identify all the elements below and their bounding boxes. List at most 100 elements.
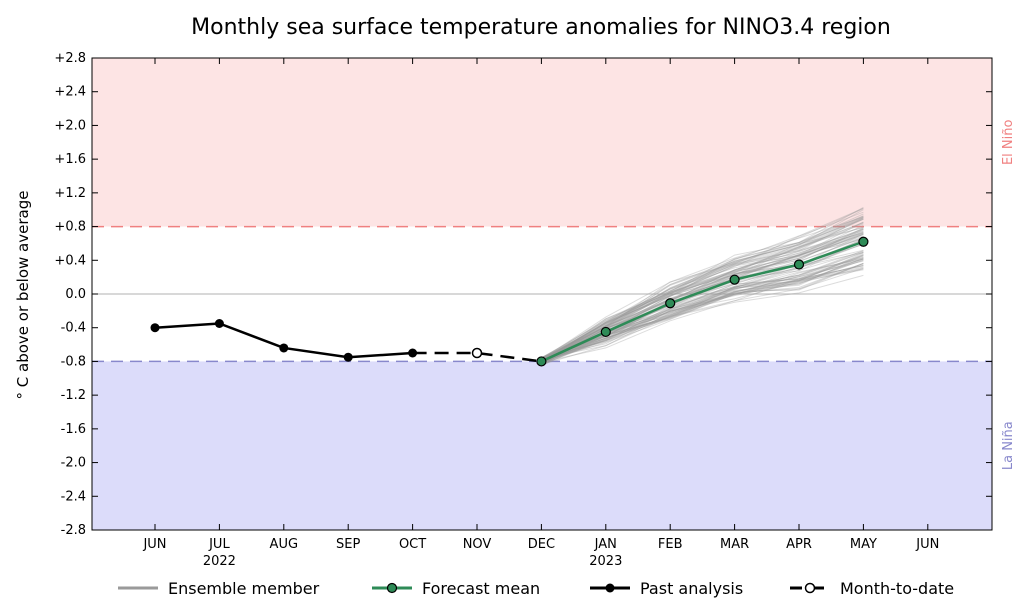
ensemble-line — [541, 267, 864, 363]
x-tick-label: JUN — [915, 537, 939, 552]
ensemble-line — [541, 227, 864, 361]
legend-label: Past analysis — [640, 579, 743, 598]
legend-marker-mtd — [804, 582, 816, 594]
ensemble-line — [541, 268, 864, 359]
y-tick-label: -2.8 — [61, 523, 86, 538]
forecast-mean-point — [729, 274, 740, 285]
month-to-date-point — [471, 347, 483, 359]
ensemble-line — [541, 263, 864, 366]
ensemble-line — [541, 207, 864, 363]
ensemble-line — [541, 233, 864, 364]
ensemble-line — [541, 255, 864, 360]
ensemble-line — [541, 230, 864, 359]
past-analysis-point — [408, 348, 418, 358]
ensemble-line — [541, 243, 864, 361]
ensemble-line — [541, 264, 864, 364]
ensemble-line — [541, 234, 864, 361]
ensemble-line — [541, 208, 864, 359]
ensemble-line — [541, 250, 864, 363]
ensemble-line — [541, 218, 864, 364]
ensemble-line — [541, 260, 864, 359]
legend-label: Ensemble member — [168, 579, 320, 598]
x-tick-label: JUL — [208, 537, 230, 552]
ensemble-line — [541, 254, 864, 361]
ensemble-line — [541, 227, 864, 363]
ensemble-line — [541, 209, 864, 362]
ensemble-line — [541, 231, 864, 360]
ensemble-line — [541, 211, 864, 361]
ensemble-line — [541, 262, 864, 359]
y-tick-label: +2.8 — [54, 51, 86, 66]
y-tick-label: -0.4 — [61, 321, 86, 336]
ensemble-line — [541, 218, 864, 359]
ensemble-line — [541, 217, 864, 359]
y-tick-label: -0.8 — [61, 354, 86, 369]
forecast-mean-point — [665, 298, 676, 309]
ensemble-line — [541, 265, 864, 358]
ensemble-line — [541, 215, 864, 360]
x-tick-label: OCT — [399, 537, 426, 552]
legend-item: Ensemble member — [118, 579, 320, 598]
ensemble-line — [541, 252, 864, 363]
ensemble-line — [541, 251, 864, 363]
plot-frame — [91, 57, 993, 531]
ensemble-line — [541, 217, 864, 366]
ensemble-line — [541, 251, 864, 364]
legend-item: Month-to-date — [790, 579, 954, 598]
past-analysis-point — [150, 323, 160, 333]
ensemble-line — [541, 258, 864, 359]
x-tick-label: FEB — [658, 537, 683, 552]
ensemble-line — [541, 207, 864, 363]
ensemble-line — [541, 256, 864, 361]
x-tick-label: APR — [786, 537, 812, 552]
ensemble-line — [541, 218, 864, 359]
y-tick-label: +0.4 — [54, 253, 86, 268]
x-tick-label: SEP — [336, 537, 360, 552]
y-axis-label: ° C above or below average — [14, 191, 32, 400]
ensemble-line — [541, 221, 864, 361]
y-tick-label: +0.8 — [54, 220, 86, 235]
ensemble-line — [541, 236, 864, 366]
forecast-mean-point — [793, 259, 805, 270]
ensemble-line — [541, 257, 864, 359]
ensemble-line — [541, 262, 864, 364]
ensemble-line — [541, 230, 864, 360]
el-nino-label: El Niño — [1001, 120, 1016, 166]
x-tick-label: MAY — [850, 537, 877, 552]
ensemble-line — [541, 252, 864, 359]
ensemble-line — [541, 274, 864, 363]
ensemble-line — [541, 269, 864, 363]
legend-item: Forecast mean — [372, 579, 540, 598]
y-tick-label: -1.2 — [61, 388, 86, 403]
ensemble-line — [541, 216, 864, 361]
x-tick-label: DEC — [528, 537, 555, 552]
y-tick-label: +1.2 — [54, 186, 86, 201]
ensemble-line — [541, 226, 864, 362]
ensemble-line — [541, 262, 864, 363]
y-tick-label: -2.0 — [61, 456, 86, 471]
y-tick-label: +2.4 — [54, 85, 86, 100]
past-analysis-point — [343, 352, 353, 362]
ensemble-line — [541, 228, 864, 366]
ensemble-line — [541, 259, 864, 364]
legend-label: Forecast mean — [422, 579, 540, 598]
ensemble-line — [541, 259, 864, 365]
past-analysis-point — [279, 343, 289, 353]
legend-marker-forecast — [386, 582, 398, 594]
year-label: 2022 — [203, 554, 236, 569]
ensemble-line — [541, 223, 864, 365]
y-tick-label: 0.0 — [65, 287, 86, 302]
past-analysis-point — [214, 319, 224, 328]
legend-label: Month-to-date — [840, 579, 954, 598]
el-nino-band — [92, 58, 992, 227]
ensemble-line — [541, 233, 864, 360]
ensemble-line — [541, 217, 864, 362]
ensemble-line — [541, 232, 864, 364]
ensemble-line — [541, 215, 864, 364]
forecast-mean-point — [536, 356, 547, 367]
ensemble-line — [541, 267, 864, 366]
la-nina-band — [92, 361, 992, 530]
plot-area: +2.8 +2.4 +2.0 +1.6 +1.2 +0.8 +0.4 0.0 -0.4 -0.8 -… — [54, 51, 1016, 569]
ensemble-line — [541, 213, 864, 365]
